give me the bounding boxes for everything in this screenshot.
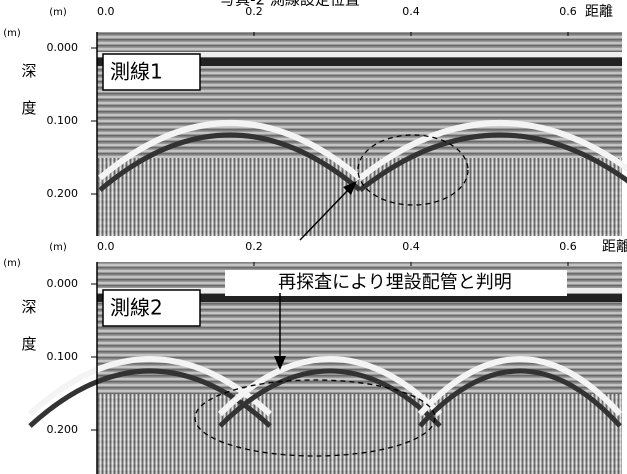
line-label: 測線1: [110, 60, 163, 84]
x-tick-label: 0.0: [97, 240, 115, 253]
x-tick-label: 0.4: [402, 5, 420, 18]
figure: 写真-2 測線設定位置 0.0 0.2 0.4 0.6 距離 (m) (m) 0.000 0.1…: [0, 0, 627, 474]
panel: 0.0 0.2 0.4 0.6 距離 (m) (m) 0.000 0.100 0.200 深度 測線1: [3, 3, 627, 236]
line-label: 測線2: [110, 296, 163, 320]
figure-title: 写真-2 測線設定位置: [220, 0, 360, 9]
y-tick-label: 0.000: [47, 277, 79, 290]
y-axis-title: 深度: [20, 299, 38, 373]
x-tick-label: 0.6: [559, 240, 577, 253]
x-tick-label: 0.0: [97, 5, 115, 18]
x-tick-label: 0.6: [559, 5, 577, 18]
x-tick-label: 0.4: [402, 240, 420, 253]
y-tick-label: 0.200: [47, 423, 79, 436]
y-unit: (m): [3, 28, 21, 39]
x-axis-title: 距離: [585, 3, 613, 20]
annotation: 再探査により埋設配管と判明: [278, 272, 512, 293]
y-tick-label: 0.100: [47, 114, 79, 127]
radargram-noise: [97, 394, 622, 474]
y-unit: (m): [3, 258, 21, 269]
radargram-noise: [97, 158, 622, 236]
y-tick-label: 0.100: [47, 350, 79, 363]
y-tick-label: 0.200: [47, 187, 79, 200]
x-unit: (m): [49, 7, 67, 18]
y-tick-label: 0.000: [47, 41, 79, 54]
x-tick-label: 0.2: [245, 240, 263, 253]
x-unit: (m): [49, 242, 67, 253]
x-axis-title: 距離: [602, 238, 627, 255]
y-axis-title: 深度: [20, 63, 38, 137]
x-tick-label: 0.2: [245, 5, 263, 18]
